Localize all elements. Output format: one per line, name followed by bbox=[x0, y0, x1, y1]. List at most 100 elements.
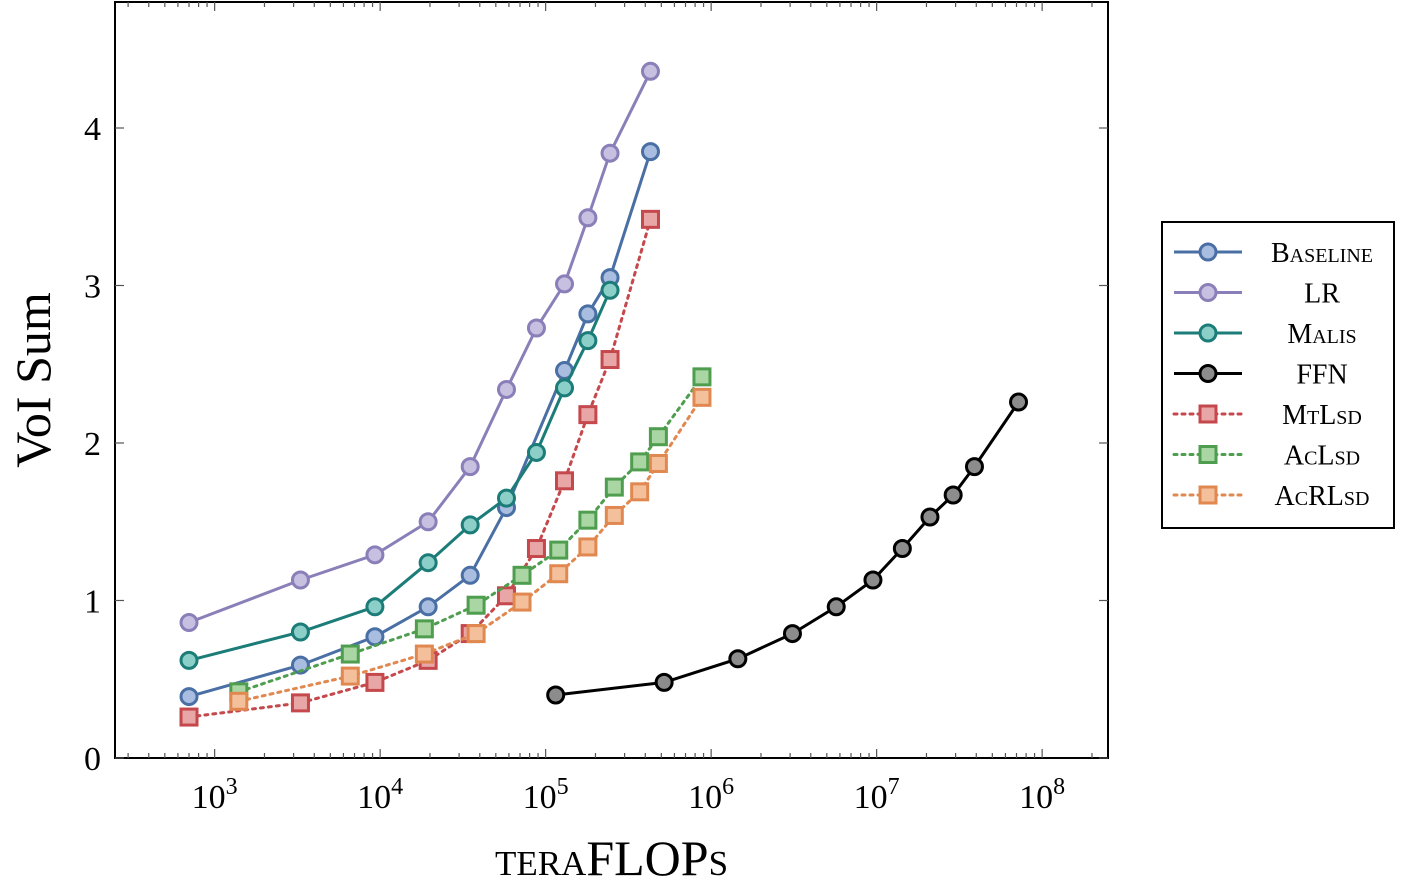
data-point bbox=[578, 304, 598, 324]
legend-item: LR bbox=[1174, 279, 1340, 310]
legend-item: Malis bbox=[1174, 319, 1357, 350]
y-axis: 0 1 2 3 4 bbox=[84, 111, 1108, 778]
data-point bbox=[340, 666, 360, 686]
data-point bbox=[414, 619, 434, 639]
x-tick-label: 104 bbox=[357, 774, 403, 816]
data-point bbox=[460, 565, 480, 585]
x-tick-label: 106 bbox=[688, 774, 734, 816]
data-point bbox=[340, 644, 360, 664]
data-point bbox=[496, 379, 516, 399]
data-point bbox=[782, 624, 802, 644]
data-point bbox=[1198, 364, 1218, 383]
y-axis-title: VoI Sum bbox=[5, 292, 61, 468]
data-point bbox=[496, 488, 516, 508]
y-tick-label: 4 bbox=[84, 111, 101, 148]
data-point bbox=[1198, 242, 1218, 262]
series-baseline bbox=[179, 142, 660, 707]
data-point bbox=[692, 387, 712, 407]
legend-label: MtLsd bbox=[1282, 400, 1362, 431]
data-point bbox=[290, 655, 310, 675]
data-point bbox=[863, 570, 883, 590]
data-point bbox=[1198, 404, 1218, 424]
x-axis-title: teraFLOPs bbox=[495, 830, 728, 886]
data-point bbox=[179, 650, 199, 670]
data-point bbox=[418, 553, 438, 573]
data-point bbox=[578, 208, 598, 228]
data-point bbox=[290, 570, 310, 590]
data-point bbox=[943, 485, 963, 505]
data-point bbox=[512, 565, 532, 585]
data-point bbox=[460, 457, 480, 477]
legend-label: LR bbox=[1304, 279, 1340, 310]
data-point bbox=[826, 597, 846, 617]
y-tick-label: 3 bbox=[84, 269, 101, 306]
series-layer bbox=[179, 61, 1029, 727]
data-point bbox=[365, 545, 385, 565]
x-tick-label: 108 bbox=[1019, 774, 1065, 816]
data-point bbox=[640, 142, 660, 162]
plot-frame bbox=[114, 1, 1109, 759]
series-line bbox=[237, 395, 704, 703]
data-point bbox=[648, 453, 668, 473]
legend-label: AcRLsd bbox=[1275, 481, 1370, 512]
data-point bbox=[460, 515, 480, 535]
legend-label: Malis bbox=[1287, 319, 1356, 350]
data-point bbox=[892, 539, 912, 559]
data-point bbox=[1198, 445, 1218, 464]
data-point bbox=[466, 624, 486, 644]
data-point bbox=[554, 471, 574, 491]
data-point bbox=[466, 595, 486, 615]
data-point bbox=[365, 672, 385, 692]
data-point bbox=[414, 644, 434, 664]
y-tick-label: 1 bbox=[84, 584, 101, 621]
legend-label: AcLsd bbox=[1284, 441, 1360, 472]
data-point bbox=[630, 482, 650, 502]
data-point bbox=[526, 318, 546, 338]
data-point bbox=[1198, 323, 1218, 343]
data-point bbox=[290, 622, 310, 642]
data-point bbox=[604, 505, 624, 525]
y-tick-label: 0 bbox=[84, 741, 101, 778]
data-point bbox=[179, 707, 199, 727]
data-point bbox=[179, 687, 199, 707]
data-point bbox=[648, 427, 668, 447]
data-point bbox=[600, 280, 620, 300]
data-point bbox=[640, 209, 660, 229]
data-point bbox=[418, 597, 438, 617]
legend-item: Baseline bbox=[1174, 238, 1373, 269]
legend-label: FFN bbox=[1296, 360, 1347, 391]
data-point bbox=[1009, 392, 1029, 412]
x-tick-label: 105 bbox=[523, 774, 569, 816]
data-point bbox=[964, 457, 984, 477]
legend-item: AcRLsd bbox=[1172, 481, 1370, 512]
x-tick-label: 107 bbox=[854, 774, 900, 816]
data-point bbox=[578, 405, 598, 425]
x-axis: 103 104 105 106 107 108 bbox=[127, 2, 1093, 816]
data-point bbox=[578, 537, 598, 557]
series-malis bbox=[179, 280, 620, 670]
data-point bbox=[920, 507, 940, 527]
data-point bbox=[728, 649, 748, 669]
data-point bbox=[179, 613, 199, 633]
series-line bbox=[237, 375, 704, 694]
series-acrlsd bbox=[229, 387, 712, 711]
legend-item: AcLsd bbox=[1172, 441, 1360, 472]
data-point bbox=[549, 540, 569, 560]
data-point bbox=[1198, 485, 1218, 505]
data-point bbox=[554, 274, 574, 294]
data-point bbox=[630, 452, 650, 472]
data-point bbox=[554, 378, 574, 398]
data-point bbox=[365, 627, 385, 647]
series-line bbox=[188, 289, 612, 662]
series-mtlsd bbox=[179, 209, 660, 727]
data-point bbox=[640, 61, 660, 81]
legend-item: FFN bbox=[1174, 360, 1348, 391]
series-aclsd bbox=[229, 367, 712, 702]
x-tick-label: 103 bbox=[192, 774, 238, 816]
data-point bbox=[418, 512, 438, 532]
series-ffn bbox=[546, 392, 1029, 705]
series-line bbox=[187, 217, 652, 719]
data-point bbox=[600, 350, 620, 370]
series-lr bbox=[179, 61, 660, 633]
